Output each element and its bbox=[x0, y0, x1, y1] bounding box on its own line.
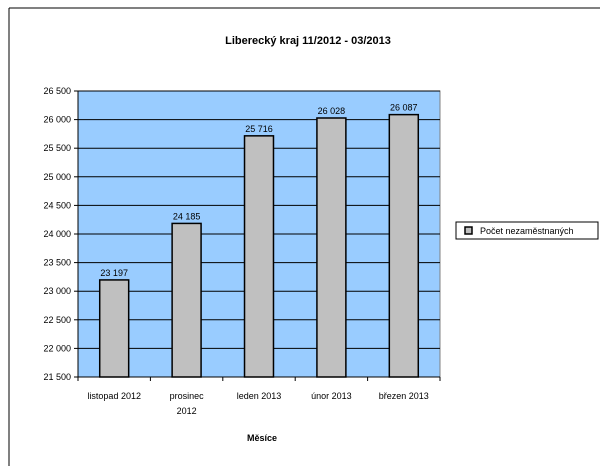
data-label: 23 197 bbox=[100, 268, 128, 278]
data-label: 26 028 bbox=[318, 106, 346, 116]
y-tick-label: 25 500 bbox=[43, 143, 71, 153]
legend-swatch bbox=[464, 226, 473, 235]
plot-area: 21 500 22 000 22 500 23 000 23 500 24 000 24 5… bbox=[43, 86, 441, 416]
bar bbox=[171, 222, 202, 378]
x-tick-label: 2012 bbox=[177, 406, 197, 416]
bar bbox=[316, 117, 347, 378]
y-tick-label: 23 500 bbox=[43, 258, 71, 268]
legend: Počet nezaměstnaných bbox=[455, 221, 599, 240]
y-tick-label: 21 500 bbox=[43, 372, 71, 382]
y-tick-label: 23 000 bbox=[43, 286, 71, 296]
legend-box bbox=[455, 221, 599, 240]
y-tick-label: 24 500 bbox=[43, 200, 71, 210]
y-tick-label: 26 000 bbox=[43, 115, 71, 125]
x-tick-label: únor 2013 bbox=[311, 391, 352, 401]
bar bbox=[243, 135, 275, 378]
y-tick-label: 26 500 bbox=[43, 86, 71, 96]
data-label: 24 185 bbox=[173, 211, 201, 221]
y-tick-label: 22 500 bbox=[43, 315, 71, 325]
x-tick-label: leden 2013 bbox=[237, 391, 282, 401]
x-tick-label: listopad 2012 bbox=[87, 391, 141, 401]
bar bbox=[388, 113, 420, 378]
x-tick-label: prosinec bbox=[170, 391, 205, 401]
x-tick-label: březen 2013 bbox=[379, 391, 429, 401]
bar bbox=[98, 279, 130, 378]
data-label: 25 716 bbox=[245, 124, 273, 134]
x-axis-title: Měsíce bbox=[247, 433, 277, 443]
y-tick-label: 25 000 bbox=[43, 172, 71, 182]
legend-label: Počet nezaměstnaných bbox=[480, 226, 574, 236]
data-label: 26 087 bbox=[390, 103, 418, 113]
chart-title: Liberecký kraj 11/2012 - 03/2013 bbox=[225, 35, 391, 47]
y-tick-label: 24 000 bbox=[43, 229, 71, 239]
y-tick-label: 22 000 bbox=[43, 343, 71, 353]
